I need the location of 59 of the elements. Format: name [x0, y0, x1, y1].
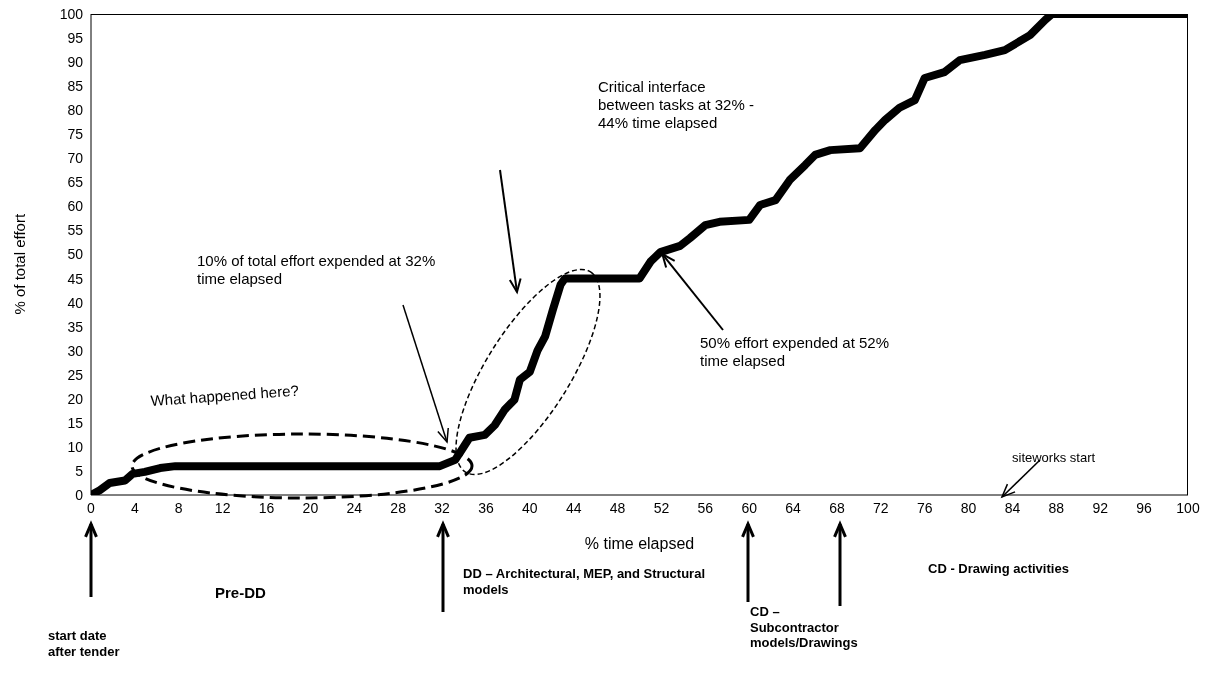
x-tick-label: 92: [1092, 499, 1109, 516]
y-tick-label: 60: [67, 198, 84, 215]
x-tick-label: 48: [609, 499, 626, 516]
y-tick-label: 35: [67, 318, 84, 335]
y-tick-label: 30: [67, 342, 84, 359]
y-tick-label: 25: [67, 366, 84, 383]
y-tick-label: 40: [67, 294, 84, 311]
x-tick-label: 44: [565, 499, 582, 516]
x-tick-label: 84: [1004, 499, 1021, 516]
x-tick-label: 52: [653, 499, 670, 516]
y-tick-label: 85: [67, 78, 84, 95]
text: CD - Drawing activities: [928, 561, 1070, 577]
x-tick-label: 64: [785, 499, 802, 516]
y-tick-label: 90: [67, 54, 84, 71]
x-tick-label: 0: [87, 499, 96, 516]
text: DD – Architectural, MEP, and Structural models: [463, 566, 706, 598]
y-tick-label: 55: [67, 222, 84, 239]
x-tick-label: 88: [1048, 499, 1065, 516]
annotation: 50% effort expended at 52% time elapsed: [700, 334, 891, 370]
annotation: What happened here?: [150, 380, 301, 410]
text: Pre-DD: [215, 584, 267, 602]
x-tick-label: 100: [1176, 499, 1200, 516]
x-tick-label: 72: [873, 499, 889, 516]
y-tick-label: 80: [67, 102, 84, 119]
x-tick-label: 20: [302, 499, 319, 516]
annotation: siteworks start: [1012, 450, 1097, 466]
x-tick-label: 56: [697, 499, 714, 516]
text: CD – Subcontractor models/Drawings: [750, 604, 858, 651]
y-tick-label: 5: [75, 462, 84, 479]
x-tick-label: 76: [916, 499, 933, 516]
y-tick-label: 45: [67, 270, 84, 287]
y-tick-label: 100: [59, 5, 84, 22]
y-tick-label: 70: [67, 150, 84, 167]
y-tick-label: 50: [67, 246, 84, 263]
x-tick-label: 32: [434, 499, 451, 516]
x-tick-label: 12: [214, 499, 231, 516]
text: start date after tender: [48, 628, 121, 660]
x-tick-label: 4: [130, 499, 139, 516]
y-tick-label: 75: [67, 126, 84, 143]
x-tick-label: 60: [741, 499, 758, 516]
annotation: 10% of total effort expended at 32% time elapsed: [197, 252, 437, 288]
x-tick-label: 80: [960, 499, 977, 516]
annotation: Critical interface between tasks at 32% - 44% time elapsed: [598, 78, 755, 132]
y-tick-label: 0: [75, 486, 84, 503]
x-axis-title: % time elapsed: [584, 535, 695, 552]
y-tick-label: 15: [67, 414, 84, 431]
x-tick-label: 40: [522, 499, 538, 516]
x-tick-label: 16: [258, 499, 275, 516]
x-tick-label: 68: [829, 499, 845, 516]
y-tick-label: 65: [67, 174, 84, 191]
x-tick-label: 28: [390, 499, 407, 516]
y-axis-title: % of total effort: [11, 213, 29, 315]
x-tick-label: 8: [174, 499, 183, 516]
x-tick-label: 24: [346, 499, 363, 516]
y-tick-label: 95: [67, 30, 84, 47]
y-tick-label: 10: [67, 438, 84, 455]
x-tick-label: 96: [1136, 499, 1153, 516]
x-tick-label: 36: [478, 499, 494, 516]
y-tick-label: 20: [67, 390, 84, 407]
